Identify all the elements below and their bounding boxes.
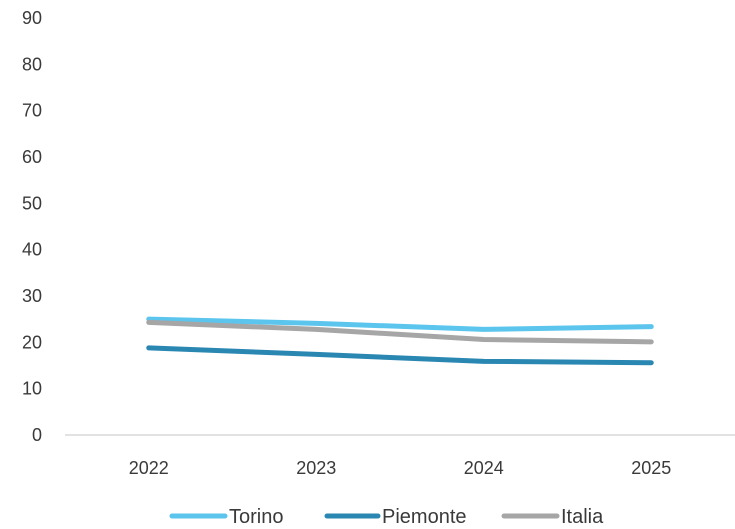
- legend-label-italia: Italia: [561, 506, 604, 528]
- y-tick-label: 70: [22, 101, 42, 121]
- y-tick-label: 30: [22, 286, 42, 306]
- legend-label-torino: Torino: [229, 506, 283, 528]
- x-tick-label: 2025: [631, 458, 671, 478]
- x-tick-label: 2022: [129, 458, 169, 478]
- y-tick-label: 10: [22, 379, 42, 399]
- y-tick-label: 0: [32, 425, 42, 445]
- series-lines: [146, 316, 654, 366]
- legend: Torino Piemonte Italia: [169, 506, 604, 528]
- series-line-torino: [146, 316, 654, 332]
- legend-label-piemonte: Piemonte: [382, 506, 467, 528]
- y-tick-label: 90: [22, 8, 42, 28]
- series-line-italia: [146, 319, 654, 345]
- y-tick-label: 60: [22, 147, 42, 167]
- y-tick-label: 20: [22, 332, 42, 352]
- y-tick-label: 50: [22, 193, 42, 213]
- series-line-piemonte: [146, 345, 654, 366]
- y-axis-ticks: 0 10 20 30 40 50 60 70 80 90: [22, 8, 42, 445]
- y-tick-label: 80: [22, 54, 42, 74]
- x-tick-label: 2023: [296, 458, 336, 478]
- y-tick-label: 40: [22, 240, 42, 260]
- x-tick-label: 2024: [464, 458, 504, 478]
- x-axis-ticks: 2022 2023 2024 2025: [129, 458, 672, 478]
